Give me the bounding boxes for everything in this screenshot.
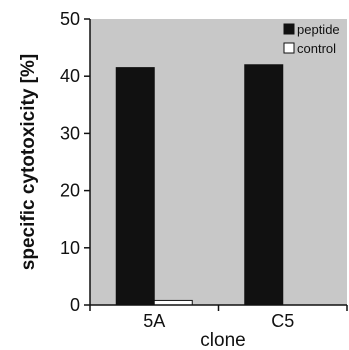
legend-swatch-control [283, 42, 295, 54]
bar-peptide-C5 [244, 64, 284, 306]
y-axis-title: specific cytotoxicity [%] [18, 54, 39, 270]
legend: peptide control [283, 22, 340, 56]
bar-peptide-5A [115, 67, 155, 306]
legend-label-control: control [297, 41, 336, 56]
bars [115, 64, 284, 306]
y-ticks: 0 10 20 30 40 50 [60, 9, 90, 315]
x-axis-title: clone [200, 330, 245, 350]
y-tick-label: 30 [60, 123, 80, 143]
y-tick-label: 10 [60, 238, 80, 258]
y-tick-label: 20 [60, 181, 80, 201]
y-tick-label: 0 [70, 295, 80, 315]
x-tick-label: C5 [271, 311, 294, 331]
x-ticks: 5A C5 [89, 305, 348, 331]
x-tick-label: 5A [143, 311, 165, 331]
y-tick-label: 40 [60, 66, 80, 86]
legend-label-peptide: peptide [297, 22, 340, 37]
y-tick-label: 50 [60, 9, 80, 29]
legend-swatch-peptide [283, 23, 295, 35]
